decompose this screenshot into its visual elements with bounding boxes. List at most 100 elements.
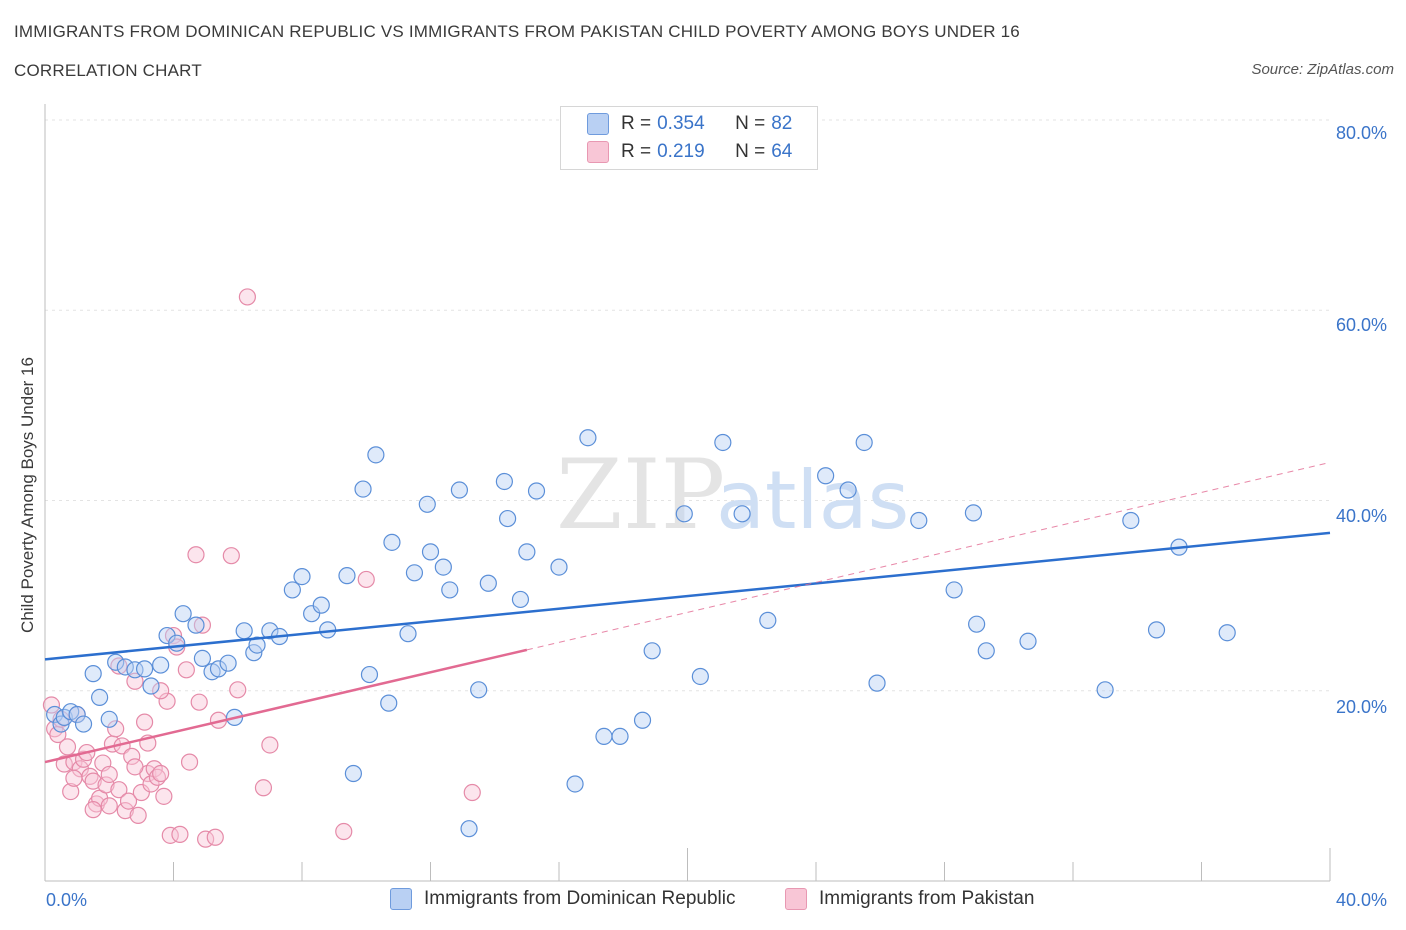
pakistan-point — [152, 764, 170, 783]
pakistan-point — [123, 747, 141, 765]
pakistan-point — [132, 783, 150, 802]
pakistan-point — [62, 782, 80, 801]
dominican-point — [187, 616, 205, 634]
legend-n-label: N = — [735, 141, 766, 162]
pakistan-point — [126, 758, 144, 776]
pakistan-point — [190, 693, 208, 711]
dominican-point — [714, 433, 732, 452]
source-credit: Source: ZipAtlas.com — [1251, 61, 1394, 78]
pakistan-point — [65, 769, 83, 787]
dominican-point — [399, 625, 417, 643]
pakistan-point — [152, 682, 170, 700]
dominican-point — [633, 711, 652, 729]
legend-n-value: 64 — [771, 141, 793, 162]
pakistan-point — [116, 802, 134, 820]
dominican-point — [450, 481, 469, 499]
blue-swatch-icon — [390, 888, 412, 910]
dominican-point — [868, 674, 886, 692]
legend-row-pakistan: R = 0.219 N = 64 — [587, 140, 792, 164]
series-dominican-points — [46, 429, 1236, 838]
dominican-point — [193, 649, 212, 668]
legend-r-value: 0.354 — [657, 113, 705, 134]
pakistan-point — [193, 616, 212, 634]
pakistan-point — [187, 546, 205, 564]
legend-r-label: R = — [621, 141, 652, 162]
series-name-dominican: Immigrants from Dominican Republic — [424, 888, 736, 909]
dominican-point — [691, 667, 709, 686]
pakistan-point — [119, 792, 138, 810]
dominican-point — [441, 581, 459, 599]
dominican-point — [84, 665, 102, 683]
dominican-point — [219, 654, 237, 672]
dominican-point — [235, 622, 253, 640]
dominican-point — [1122, 511, 1140, 530]
pakistan-point — [100, 797, 118, 815]
pakistan-point — [107, 720, 125, 738]
pakistan-point — [171, 825, 189, 843]
dominican-point — [168, 634, 186, 652]
dominican-point — [595, 727, 613, 746]
pakistan-point — [463, 783, 481, 802]
dominican-point — [312, 596, 330, 614]
dominican-point — [611, 727, 629, 746]
dominican-point — [855, 433, 873, 452]
legend-n-value: 82 — [771, 113, 793, 134]
pakistan-point — [42, 696, 61, 714]
series-name-pakistan: Immigrants from Pakistan — [819, 888, 1035, 909]
watermark: ZIP atlas — [556, 439, 909, 551]
legend-r-label: R = — [621, 113, 652, 134]
pakistan-point — [357, 570, 375, 589]
pakistan-point — [97, 776, 115, 794]
dominican-point — [338, 567, 356, 585]
y-tick-80: 80.0% — [1336, 123, 1388, 143]
dominican-point — [380, 694, 398, 712]
dominican-point — [91, 688, 109, 707]
pakistan-point — [238, 288, 256, 306]
y-tick-60: 60.0% — [1336, 315, 1388, 335]
dominican-point — [1218, 624, 1236, 642]
dominican-point — [293, 567, 311, 586]
chart-title: IMMIGRANTS FROM DOMINICAN REPUBLIC VS IM… — [14, 22, 1020, 41]
correlation-legend: R = 0.354 N = 82 R = 0.219 N = 64 — [560, 106, 818, 170]
dominican-point — [434, 558, 452, 576]
legend-n-label: N = — [735, 113, 766, 134]
pakistan-point — [177, 661, 195, 679]
dominican-point — [518, 543, 536, 561]
dominican-point — [579, 429, 597, 447]
dominican-point — [1147, 621, 1166, 639]
dominican-point — [354, 480, 372, 498]
pakistan-point — [110, 781, 128, 799]
pakistan-point — [180, 753, 199, 771]
trend-lines — [44, 461, 1331, 764]
dominican-point — [817, 467, 835, 485]
pakistan-point — [84, 772, 102, 790]
pakistan-point — [58, 738, 77, 756]
x-tick-max: 40.0% — [1336, 890, 1388, 910]
dominican-point — [135, 660, 154, 678]
series-pakistan-points — [42, 288, 481, 848]
dominican-point — [248, 636, 266, 654]
bottom-legend-dominican: Immigrants from Dominican Republic — [390, 888, 736, 910]
grid-lines — [45, 119, 1330, 692]
dominican-point — [174, 605, 192, 623]
y-tick-40: 40.0% — [1336, 506, 1388, 526]
dominican-point — [945, 581, 963, 599]
y-tick-20: 20.0% — [1336, 697, 1388, 717]
dominican-point — [100, 710, 118, 728]
legend-row-dominican: R = 0.354 N = 82 — [587, 112, 792, 136]
dominican-point — [1019, 632, 1037, 650]
pink-swatch-icon — [587, 141, 609, 163]
x-tick-min: 0.0% — [46, 890, 88, 910]
pakistan-point — [261, 736, 279, 754]
trend-line-pakistan-extended — [526, 461, 1331, 651]
dominican-point — [303, 605, 321, 623]
dominican-point — [675, 505, 693, 523]
axes — [44, 104, 1331, 882]
pink-swatch-icon — [785, 888, 807, 910]
pakistan-point — [135, 713, 154, 731]
dominican-point — [550, 558, 568, 576]
dominican-point — [283, 581, 301, 599]
dominican-point — [421, 543, 440, 561]
pakistan-point — [222, 547, 240, 565]
